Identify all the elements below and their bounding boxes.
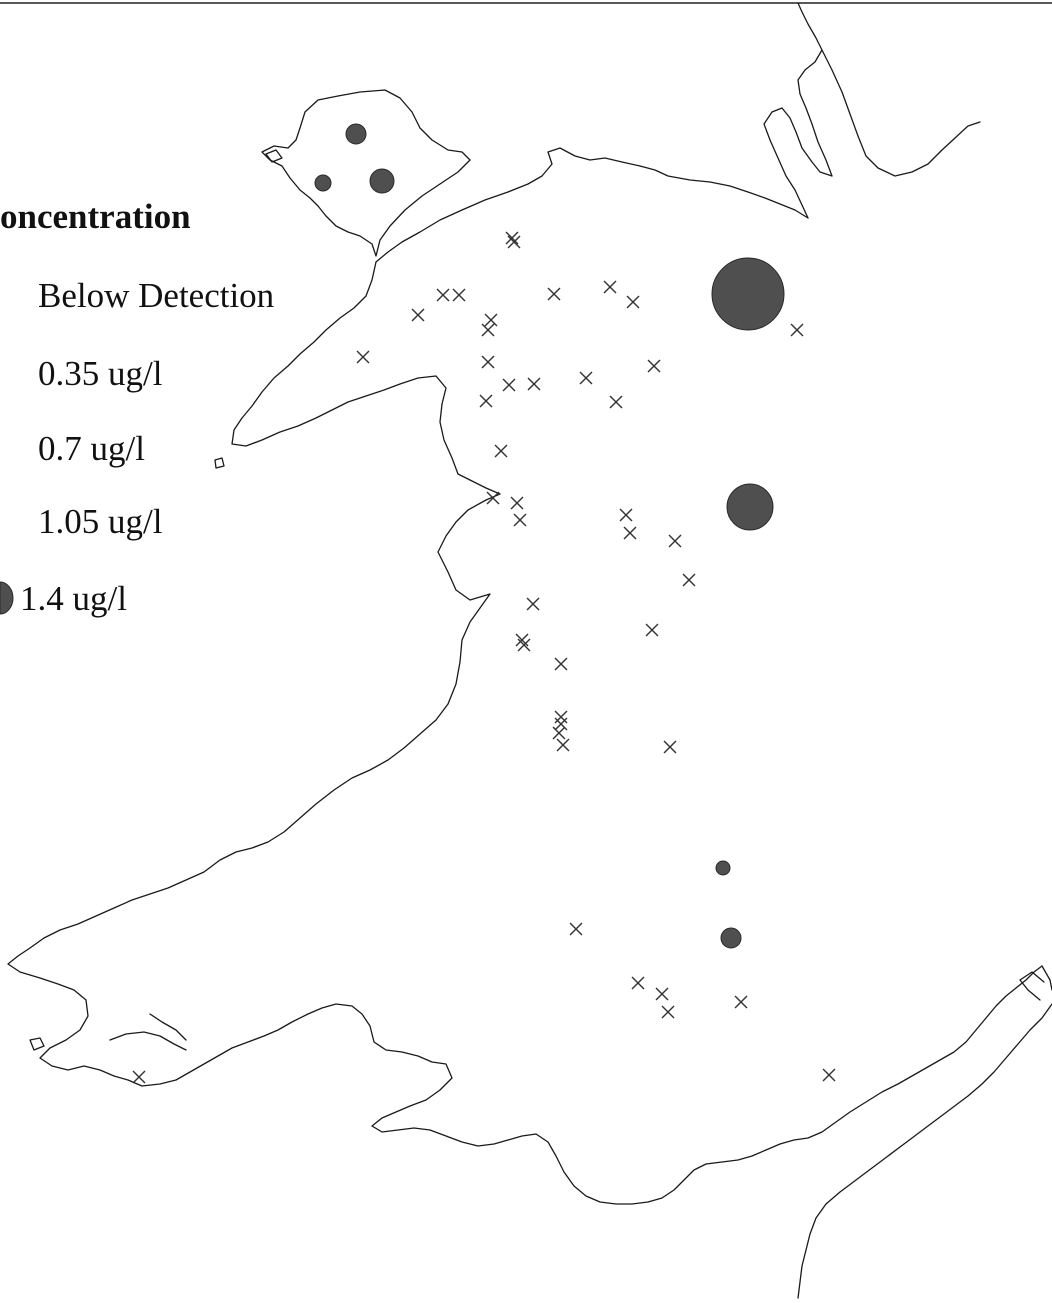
site-below-detection-marker — [663, 740, 677, 754]
coastline-anglesey — [261, 89, 471, 257]
site-below-detection-marker — [631, 976, 645, 990]
site-below-detection-marker — [569, 922, 583, 936]
site-below-detection-marker — [554, 710, 568, 724]
site-below-detection-marker — [619, 508, 633, 522]
site-below-detection-marker — [623, 526, 637, 540]
site-concentration-marker — [314, 174, 332, 192]
site-below-detection-marker — [479, 394, 493, 408]
site-below-detection-marker — [603, 280, 617, 294]
coastline-wirral — [821, 49, 981, 177]
site-below-detection-marker — [515, 633, 529, 647]
site-below-detection-marker — [502, 378, 516, 392]
site-below-detection-marker — [486, 491, 500, 505]
site-below-detection-marker — [609, 395, 623, 409]
site-concentration-marker — [369, 168, 395, 194]
legend-label-14: 1.4 ug/l — [20, 579, 127, 618]
site-below-detection-marker — [452, 288, 466, 302]
site-below-detection-marker — [481, 355, 495, 369]
site-below-detection-marker — [552, 726, 566, 740]
site-below-detection-marker — [626, 295, 640, 309]
site-below-detection-marker — [132, 1070, 146, 1084]
site-below-detection-marker — [510, 496, 524, 510]
site-concentration-marker — [711, 257, 785, 331]
legend-label-035: 0.35 ug/l — [38, 354, 163, 393]
coastline-severn-inlet — [1019, 965, 1052, 1001]
site-below-detection-marker — [579, 371, 593, 385]
site-below-detection-marker — [436, 288, 450, 302]
legend-title: oncentration — [0, 197, 191, 236]
sampling-sites — [132, 123, 836, 1084]
coastline-severn-south — [797, 1003, 1052, 1299]
site-below-detection-marker — [668, 534, 682, 548]
site-below-detection-marker — [734, 995, 748, 1009]
site-below-detection-marker — [822, 1068, 836, 1082]
legend-symbol-14-circle — [0, 581, 14, 615]
site-concentration-marker — [715, 860, 731, 876]
site-below-detection-marker — [647, 359, 661, 373]
site-below-detection-marker — [554, 657, 568, 671]
site-below-detection-marker — [527, 377, 541, 391]
site-below-detection-marker — [481, 323, 495, 337]
legend-label-below-detection: Below Detection — [38, 276, 274, 315]
site-below-detection-marker — [411, 308, 425, 322]
site-concentration-marker — [720, 927, 742, 949]
site-below-detection-marker — [356, 350, 370, 364]
site-below-detection-marker — [513, 513, 527, 527]
site-below-detection-marker — [682, 573, 696, 587]
coastline-island-menai — [265, 149, 283, 163]
site-below-detection-marker — [554, 717, 568, 731]
site-below-detection-marker — [517, 638, 531, 652]
site-below-detection-marker — [526, 597, 540, 611]
site-below-detection-marker — [547, 287, 561, 301]
site-below-detection-marker — [790, 323, 804, 337]
legend-label-105: 1.05 ug/l — [38, 502, 163, 541]
site-below-detection-marker — [494, 444, 508, 458]
coastline-lleyn-peninsula — [7, 261, 1043, 1205]
site-concentration-marker — [345, 123, 367, 145]
coastline-dee-estuary — [763, 2, 833, 219]
site-concentration-marker — [726, 483, 774, 531]
site-below-detection-marker — [645, 623, 659, 637]
site-below-detection-marker — [661, 1005, 675, 1019]
legend-label-07: 0.7 ug/l — [38, 429, 145, 468]
coastline-island — [29, 1037, 45, 1051]
coastline-island-north — [214, 457, 225, 469]
site-below-detection-marker — [507, 235, 521, 249]
site-below-detection-marker — [505, 231, 519, 245]
coastline-north-wales — [375, 147, 809, 263]
site-below-detection-marker — [556, 738, 570, 752]
site-below-detection-marker — [484, 313, 498, 327]
coastline-milford-haven — [109, 1013, 187, 1051]
site-below-detection-marker — [655, 987, 669, 1001]
